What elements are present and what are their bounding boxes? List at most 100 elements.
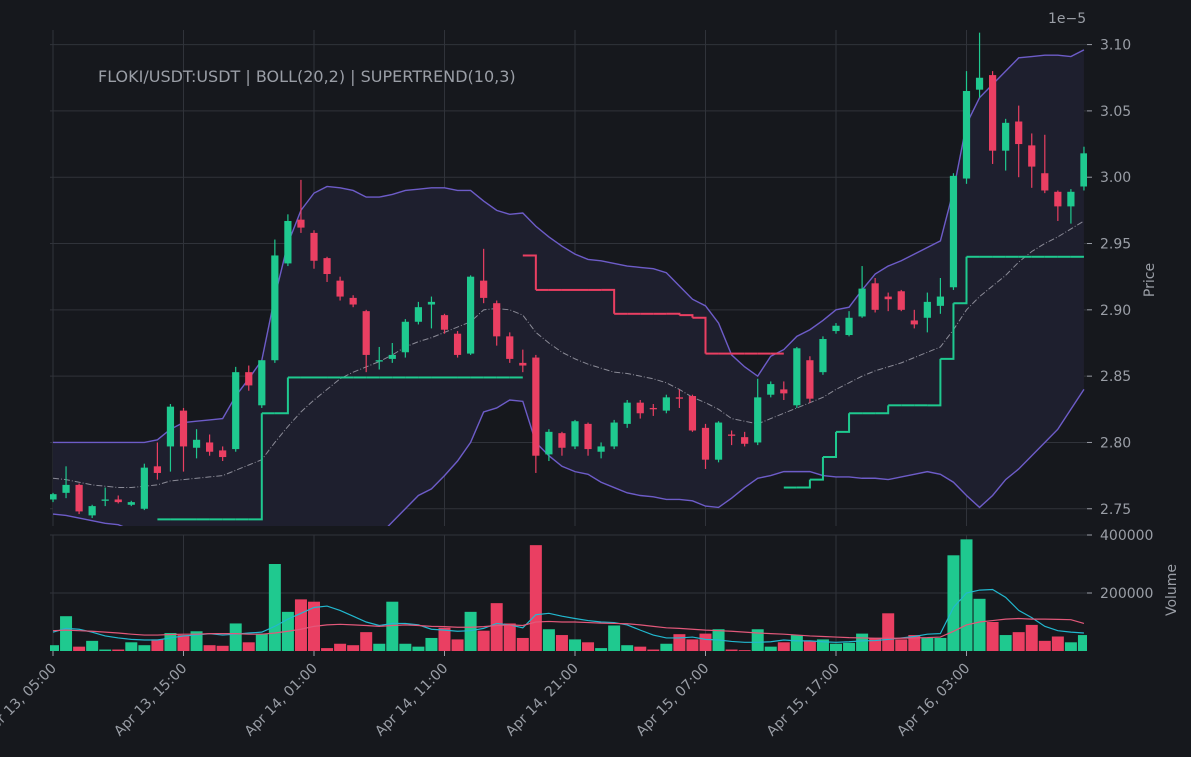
candle-body: [271, 255, 279, 361]
volume-bar: [660, 643, 673, 651]
y-tick-label: 400000: [1100, 528, 1153, 544]
candle-body: [610, 422, 618, 447]
volume-bar: [516, 637, 529, 651]
supertrend-step: [836, 413, 851, 433]
candle-body: [519, 362, 527, 366]
candle-body: [101, 499, 109, 501]
candle-body: [323, 258, 331, 275]
volume-axis-label: Volume: [1164, 564, 1180, 616]
volume-bar: [216, 645, 229, 651]
supertrend-step: [692, 316, 707, 354]
candle-body: [910, 320, 918, 325]
candle-body: [453, 333, 462, 355]
volume-bar: [947, 555, 960, 651]
candle-body: [871, 283, 879, 310]
candle-body: [114, 499, 122, 503]
volume-bar: [738, 650, 751, 651]
volume-bar: [86, 640, 99, 651]
candle-body: [545, 431, 553, 455]
candle-body: [88, 506, 96, 516]
candle-body: [923, 301, 931, 318]
candle-body: [388, 354, 396, 359]
candle-body: [989, 75, 997, 151]
bollinger-upper: [53, 49, 1085, 444]
volume-bar: [477, 630, 490, 651]
volume-bar: [790, 635, 803, 651]
x-tick-label: Apr 14, 21:00: [503, 661, 582, 740]
volume-bar: [399, 643, 412, 651]
volume-bar: [555, 635, 568, 651]
volume-bar: [386, 601, 399, 651]
volume-bar: [255, 633, 268, 651]
supertrend-step: [875, 405, 890, 415]
candle-body: [897, 291, 905, 310]
supertrend-step: [927, 358, 942, 407]
volume-bar: [986, 622, 999, 651]
candle-body: [975, 77, 984, 90]
volume-bar: [1064, 642, 1077, 651]
candle-body: [206, 442, 214, 452]
x-tick-label: Apr 15, 17:00: [764, 661, 843, 740]
volume-bar: [843, 642, 856, 651]
candle-body: [571, 421, 579, 447]
candle-body: [1041, 173, 1049, 191]
candle-body: [701, 427, 710, 460]
candle-body: [806, 360, 814, 399]
candle-body: [845, 317, 853, 336]
volume-bar: [242, 642, 255, 651]
volume-bar: [112, 649, 125, 651]
candle-body: [62, 484, 70, 493]
volume-bar: [138, 645, 151, 651]
candle-body: [649, 407, 657, 410]
candle-body: [623, 402, 631, 424]
volume-bar: [621, 645, 634, 651]
candle-body: [427, 301, 436, 305]
candle-body: [440, 315, 449, 330]
volume-bar: [595, 648, 608, 651]
volume-panel: [50, 539, 1087, 651]
volume-bar: [803, 640, 816, 651]
y-tick-label: 2.90: [1100, 303, 1131, 319]
volume-bar: [73, 646, 86, 651]
candle-body: [192, 439, 201, 448]
candle-body: [401, 321, 409, 353]
candle-body: [714, 422, 723, 460]
candle-body: [258, 360, 266, 406]
volume-bar: [725, 649, 738, 651]
candle-body: [506, 336, 514, 359]
volume-bar: [673, 634, 686, 651]
y-tick-label: 2.95: [1100, 237, 1131, 253]
candle-body: [245, 372, 253, 386]
candle-body: [1015, 121, 1023, 145]
supertrend-step: [953, 256, 968, 305]
volume-bar: [229, 623, 242, 651]
volume-bar: [686, 639, 699, 651]
volume-bar: [908, 635, 921, 651]
candle-body: [780, 389, 788, 394]
candle-body: [675, 397, 683, 399]
volume-bar: [60, 616, 73, 651]
volume-bar: [777, 642, 790, 651]
supertrend-step: [796, 479, 811, 489]
volume-bar: [412, 646, 425, 651]
volume-bar: [164, 633, 177, 651]
candle-body: [662, 397, 670, 411]
bollinger-lower: [52, 389, 1085, 526]
y-axis-label: Price: [1142, 263, 1158, 297]
candle-body: [362, 311, 370, 355]
supertrend-step: [274, 377, 289, 415]
volume-bar: [321, 648, 334, 651]
volume-bar: [503, 623, 516, 651]
volume-bar: [151, 639, 164, 651]
volume-bar: [529, 545, 542, 651]
volume-bar: [999, 635, 1012, 651]
x-tick-label: Apr 13, 05:00: [0, 661, 60, 740]
bollinger-middle: [52, 220, 1085, 489]
x-tick-label: Apr 14, 01:00: [242, 661, 321, 740]
volume-average: [52, 617, 1085, 639]
candle-body: [336, 280, 344, 297]
volume-bar: [125, 642, 138, 651]
x-tick-label: Apr 16, 03:00: [894, 661, 973, 740]
volume-bar: [1077, 635, 1087, 651]
